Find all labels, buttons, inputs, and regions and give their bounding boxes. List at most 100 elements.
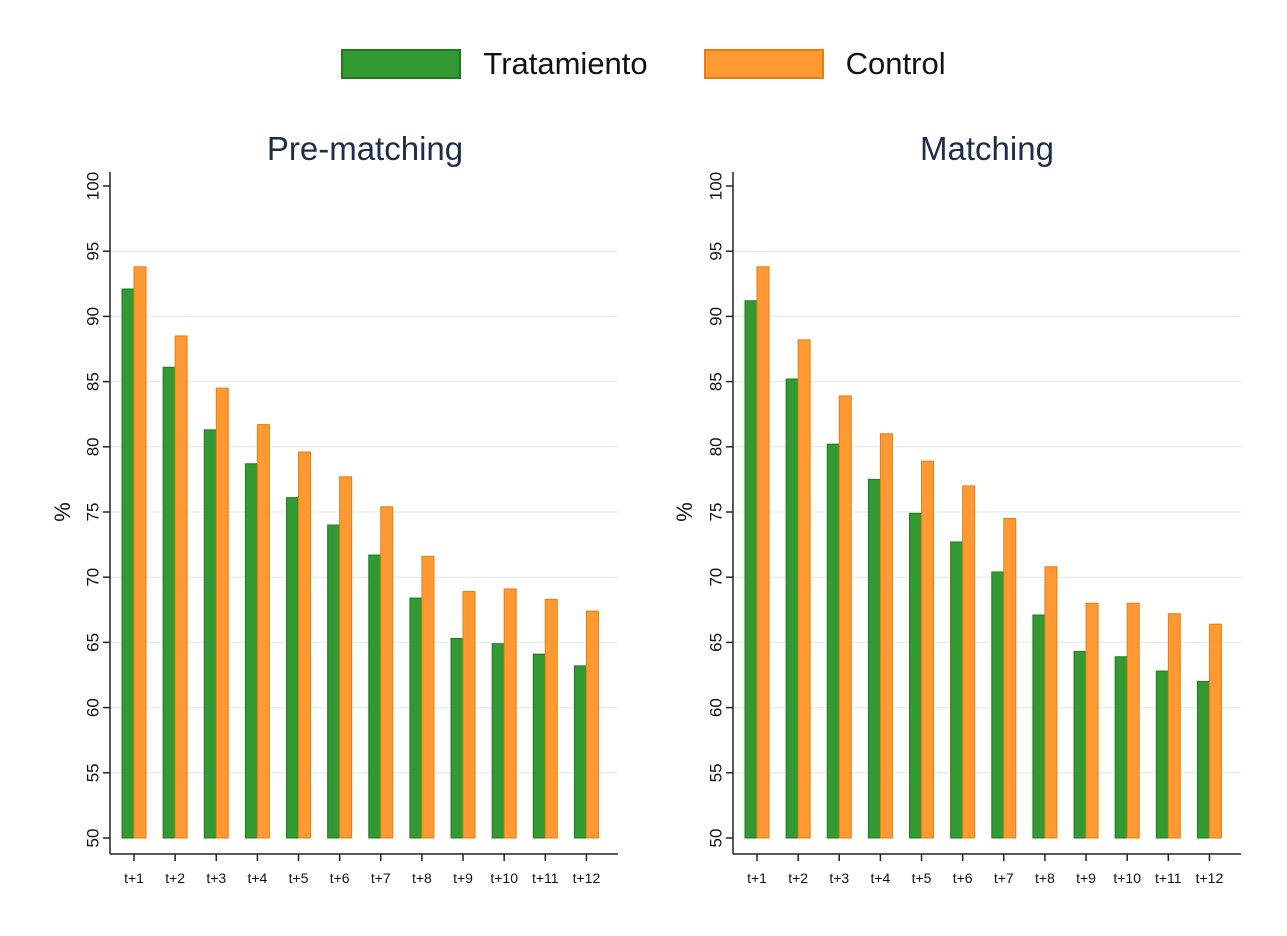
x-tick-label: t+4 — [870, 870, 890, 886]
bar-treatment — [450, 637, 464, 839]
x-tick-label: t+9 — [453, 870, 473, 886]
chart-title: Pre-matching — [267, 130, 463, 167]
bar-treatment — [573, 665, 587, 839]
bar-control — [421, 555, 435, 839]
x-tick-label: t+10 — [490, 870, 518, 886]
y-axis-label: % — [50, 502, 75, 522]
bar-control — [879, 433, 893, 839]
bar-treatment — [203, 429, 217, 839]
bar-control — [133, 266, 147, 839]
y-tick-label: 50 — [84, 829, 103, 848]
bar-treatment — [950, 541, 964, 839]
bar-treatment — [286, 497, 300, 839]
x-tick-label: t+7 — [371, 870, 391, 886]
x-tick-label: t+1 — [124, 870, 144, 886]
legend-label-control: Control — [845, 46, 946, 81]
y-axis-label: % — [672, 502, 697, 522]
x-tick-label: t+8 — [1035, 870, 1055, 886]
x-tick-label: t+12 — [1196, 870, 1224, 886]
y-tick-label: 90 — [84, 307, 103, 326]
x-tick-label: t+2 — [165, 870, 185, 886]
y-tick-label: 70 — [707, 568, 726, 587]
x-tick-label: t+4 — [247, 870, 267, 886]
legend-item-control: Control — [703, 46, 946, 82]
bar-control — [1126, 602, 1140, 839]
x-tick-label: t+7 — [994, 870, 1014, 886]
y-tick-label: 80 — [84, 437, 103, 456]
y-tick-label: 75 — [84, 503, 103, 522]
bar-control — [797, 339, 811, 839]
y-tick-label: 55 — [707, 763, 726, 782]
x-tick-label: t+12 — [573, 870, 601, 886]
bar-treatment — [1114, 656, 1128, 839]
y-tick-label: 85 — [707, 372, 726, 391]
y-tick-label: 65 — [84, 633, 103, 652]
bar-control — [462, 591, 476, 839]
bar-treatment — [744, 300, 758, 839]
bar-treatment — [327, 524, 341, 839]
chart-panel-2: Matching 50 55 60 65 70 75 80 85 90 95 100% t+1 t+2 t+… — [672, 130, 1241, 886]
bar-treatment — [826, 443, 840, 839]
x-tick-label: t+9 — [1076, 870, 1096, 886]
y-tick-label: 55 — [84, 763, 103, 782]
bar-control — [544, 598, 558, 839]
bar-control — [838, 395, 852, 839]
bar-control — [380, 506, 394, 839]
bar-control — [339, 476, 353, 839]
x-tick-label: t+5 — [912, 870, 932, 886]
y-tick-label: 75 — [707, 503, 726, 522]
bar-treatment — [1196, 681, 1210, 839]
legend-label-treatment: Tratamiento — [483, 46, 648, 81]
y-tick-label: 60 — [707, 698, 726, 717]
y-tick-label: 50 — [707, 829, 726, 848]
legend-item-treatment: Tratamiento — [341, 46, 648, 82]
bar-control — [256, 424, 270, 839]
bar-control — [756, 266, 770, 839]
y-tick-label: 95 — [707, 242, 726, 261]
bar-control — [1167, 613, 1181, 839]
bar-treatment — [244, 463, 258, 839]
bar-treatment — [1155, 670, 1169, 839]
x-tick-label: t+11 — [532, 870, 559, 886]
bar-treatment — [909, 512, 923, 839]
bar-treatment — [368, 554, 382, 839]
bar-treatment — [785, 378, 799, 839]
bar-control — [1208, 623, 1222, 839]
bar-control — [1085, 602, 1099, 839]
chart-title: Matching — [920, 130, 1054, 167]
x-tick-label: t+6 — [953, 870, 973, 886]
y-tick-label: 100 — [707, 172, 726, 200]
x-tick-label: t+11 — [1155, 870, 1182, 886]
x-tick-label: t+8 — [412, 870, 432, 886]
y-tick-label: 65 — [707, 633, 726, 652]
x-tick-label: t+1 — [747, 870, 767, 886]
x-tick-label: t+6 — [330, 870, 350, 886]
bar-control — [962, 485, 976, 839]
legend-swatch-treatment — [341, 49, 462, 79]
y-tick-label: 60 — [84, 698, 103, 717]
bar-treatment — [1073, 651, 1087, 839]
bar-treatment — [867, 478, 881, 839]
bar-control — [298, 451, 312, 839]
bar-treatment — [1032, 614, 1046, 839]
y-tick-label: 80 — [707, 437, 726, 456]
legend-swatch-control — [703, 49, 824, 79]
bar-control — [174, 335, 188, 839]
bar-control — [585, 610, 599, 839]
chart-panel-1: Pre-matching 50 55 60 65 70 75 80 85 90 95 100% t+1 t… — [50, 130, 618, 886]
y-tick-label: 100 — [84, 172, 103, 200]
x-tick-label: t+3 — [829, 870, 849, 886]
bar-treatment — [409, 597, 423, 839]
bar-treatment — [991, 571, 1005, 839]
x-tick-label: t+2 — [788, 870, 808, 886]
bar-control — [503, 588, 517, 839]
y-tick-label: 70 — [84, 568, 103, 587]
bar-control — [921, 460, 935, 839]
y-tick-label: 85 — [84, 372, 103, 391]
bar-treatment — [532, 653, 546, 839]
y-tick-label: 95 — [84, 242, 103, 261]
bar-treatment — [491, 643, 505, 839]
x-tick-label: t+10 — [1113, 870, 1141, 886]
x-tick-label: t+3 — [206, 870, 226, 886]
